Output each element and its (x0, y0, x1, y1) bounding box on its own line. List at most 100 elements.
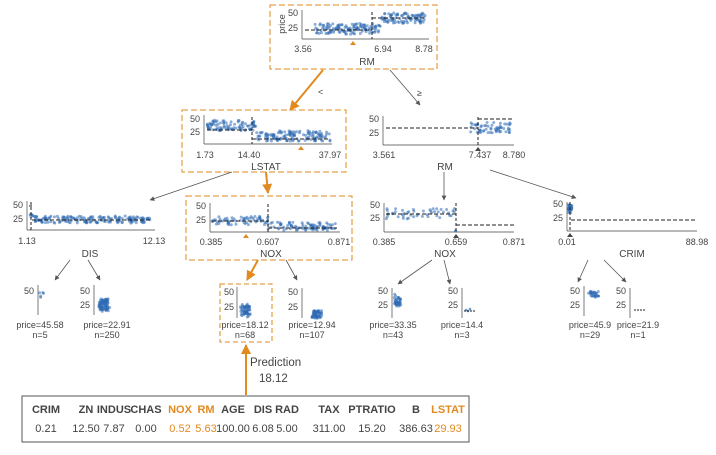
scatter-point (504, 130, 508, 134)
scatter-point (214, 123, 218, 127)
scatter-point (251, 123, 255, 127)
y-tick-25: 25 (288, 23, 298, 33)
scatter-point (394, 16, 398, 20)
scatter-point (128, 216, 132, 220)
leaf-8: 50 25 price=21.9 n=1 (616, 286, 659, 340)
scatter-point (245, 302, 249, 306)
instance-value-rad: 5.00 (276, 423, 297, 435)
y-tick-50: 50 (24, 286, 34, 296)
scatter-point (318, 224, 322, 228)
y-axis-label: price (277, 14, 287, 34)
leaf-count: n=29 (580, 330, 600, 340)
scatter-point (291, 220, 295, 224)
scatter-point (386, 20, 390, 24)
scatter-point (331, 223, 334, 227)
scatter-point (337, 26, 341, 30)
scatter-point (315, 228, 319, 232)
instance-value-tax: 311.00 (313, 423, 346, 435)
scatter-point (469, 130, 473, 134)
scatter-point (258, 131, 262, 135)
scatter-point (313, 22, 317, 26)
instance-value-b: 386.63 (399, 423, 433, 435)
scatter-point (325, 22, 329, 26)
scatter-point (75, 221, 79, 225)
scatter-point (258, 217, 262, 221)
scatter-point (29, 215, 33, 219)
scatter-point (358, 32, 362, 35)
scatter-points (384, 207, 458, 233)
y-tick-25: 25 (370, 213, 380, 223)
scatter-point (324, 32, 328, 35)
scatter-points (469, 121, 512, 135)
scatter-point (344, 32, 348, 36)
scatter-point (396, 12, 400, 16)
scatter-point (287, 220, 291, 224)
scatter-point (43, 214, 47, 218)
instance-value-zn: 12.50 (72, 423, 100, 435)
scatter-point (402, 21, 406, 25)
leaf-2: 50 25 price=22.91 n=250 (80, 285, 131, 340)
scatter-point (240, 121, 244, 125)
scatter-point (385, 207, 389, 211)
scatter-point (246, 312, 250, 316)
scatter-point (405, 19, 409, 23)
scatter-point (406, 216, 410, 220)
feature-label: RM (437, 162, 453, 173)
tree-edges: < ≥ (54, 69, 627, 395)
scatter-point (283, 130, 287, 134)
x-tick: 1.73 (196, 150, 214, 160)
scatter-point (40, 218, 44, 222)
x-tick: 88.98 (686, 237, 709, 247)
scatter-points (28, 213, 152, 225)
x-tick: 0.871 (328, 237, 351, 247)
x-tick: 0.659 (445, 237, 468, 247)
scatter-point (49, 214, 53, 218)
scatter-point (301, 223, 305, 227)
leaf-price: price=21.9 (617, 320, 659, 330)
node-root: 50 25 price 3.56 6.94 8.78 RM (269, 4, 438, 70)
scatter-point (234, 222, 238, 226)
scatter-point (276, 139, 280, 143)
scatter-point (33, 220, 37, 223)
scatter-point (439, 207, 443, 211)
scatter-point (252, 120, 256, 124)
scatter-point (355, 22, 359, 26)
y-tick-50: 50 (570, 286, 580, 296)
scatter-point (288, 132, 292, 136)
scatter-point (399, 19, 403, 23)
instance-value-nox: 0.52 (169, 423, 190, 435)
scatter-point (422, 18, 426, 22)
scatter-point (314, 310, 318, 314)
x-tick: 1.13 (18, 236, 36, 246)
scatter-point (400, 14, 404, 18)
scatter-point (320, 311, 323, 315)
scatter-point (438, 216, 442, 220)
scatter-point (325, 130, 329, 134)
feature-label: DIS (82, 249, 99, 260)
leaf-price: price=22.91 (83, 320, 130, 330)
scatter-point (392, 302, 396, 305)
split-marker (243, 234, 249, 238)
scatter-point (382, 20, 386, 24)
scatter-point (372, 27, 376, 30)
scatter-point (480, 124, 483, 128)
node-nox-left: 50 25 0.385 0.607 0.871 NOX (185, 195, 353, 261)
x-tick: 8.780 (503, 150, 526, 160)
scatter-point (359, 23, 363, 26)
scatter-point (392, 11, 396, 15)
leaf-3[interactable]: 50 25 price=18.12 n=68 (219, 283, 273, 343)
scatter-point (327, 132, 331, 136)
scatter-point (428, 208, 432, 212)
scatter-point (115, 220, 119, 224)
instance-value-dis: 6.08 (252, 423, 273, 435)
scatter-point (592, 291, 596, 295)
scatter-point (224, 121, 228, 125)
scatter-point (123, 214, 127, 218)
scatter-point (566, 203, 570, 207)
leaf-count: n=1 (630, 330, 645, 340)
scatter-point (43, 221, 47, 225)
scatter-point (69, 216, 73, 220)
y-tick-25: 25 (616, 300, 626, 310)
leaf-6: 50 25 price=14.4 n=3 (441, 286, 483, 340)
